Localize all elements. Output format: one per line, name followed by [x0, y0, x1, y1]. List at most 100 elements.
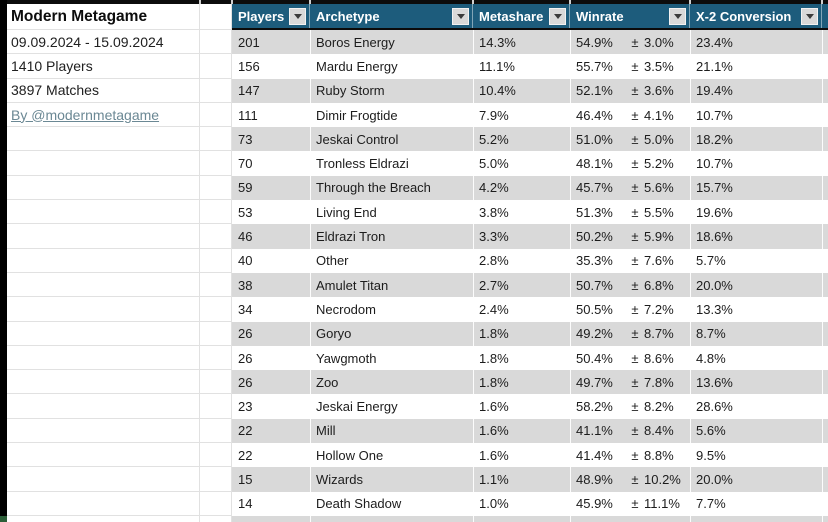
column-header-archetype[interactable]: Archetype [310, 4, 473, 28]
conversion-cell[interactable]: 10.7% [696, 107, 733, 123]
winrate-cell[interactable]: 51.0% ±5.0% [570, 127, 690, 151]
players-cell[interactable]: 156 [238, 58, 260, 74]
empty-cell[interactable] [7, 200, 200, 225]
players-total-cell[interactable]: 1410 Players [7, 54, 200, 79]
winrate-cell[interactable]: 50.7% ±6.8% [570, 273, 690, 297]
filter-dropdown-button[interactable] [801, 7, 818, 25]
metashare-cell[interactable]: 3.3% [479, 229, 509, 245]
filter-dropdown-button[interactable] [289, 7, 306, 25]
winrate-cell[interactable]: 45.9% ±11.1% [570, 492, 690, 516]
players-cell[interactable]: 34 [238, 301, 253, 317]
empty-cell[interactable] [7, 127, 200, 152]
metashare-cell[interactable]: 1.6% [479, 423, 509, 439]
column-header-winrate[interactable]: Winrate [570, 4, 690, 28]
conversion-cell[interactable]: 10.7% [696, 156, 733, 172]
empty-cell[interactable] [200, 272, 232, 298]
conversion-cell[interactable]: 15.7% [696, 180, 733, 196]
winrate-cell[interactable]: 48.1% ±5.2% [570, 151, 690, 175]
empty-cell[interactable] [200, 30, 232, 55]
archetype-cell[interactable]: Yawgmoth [316, 350, 377, 366]
empty-cell[interactable] [7, 443, 200, 468]
players-cell[interactable]: 40 [238, 253, 253, 269]
winrate-cell[interactable]: 55.7% ±3.5% [570, 54, 690, 78]
players-cell[interactable]: 147 [238, 83, 260, 99]
archetype-cell[interactable]: Dimir Frogtide [316, 107, 398, 123]
empty-cell[interactable] [200, 394, 232, 419]
metashare-cell[interactable]: 1.6% [479, 399, 509, 415]
players-cell[interactable]: 111 [238, 107, 258, 123]
winrate-cell[interactable]: 50.2% ±5.9% [570, 224, 690, 248]
empty-cell[interactable] [200, 78, 232, 103]
date-range-cell[interactable]: 09.09.2024 - 15.09.2024 [7, 30, 200, 55]
empty-cell[interactable] [200, 321, 232, 346]
archetype-cell[interactable]: Goryo [316, 326, 352, 342]
empty-cell[interactable] [200, 467, 232, 492]
empty-cell[interactable] [7, 418, 200, 444]
empty-cell[interactable] [7, 467, 200, 492]
byline-link[interactable]: By @modernmetagame [11, 106, 160, 123]
metashare-cell[interactable]: 2.8% [479, 253, 509, 269]
empty-cell[interactable] [200, 54, 232, 79]
winrate-cell[interactable]: 52.1% ±3.6% [570, 79, 690, 103]
empty-cell[interactable] [200, 443, 232, 468]
empty-cell[interactable] [7, 151, 200, 176]
archetype-cell[interactable]: Eldrazi Tron [316, 229, 386, 245]
archetype-cell[interactable]: Jeskai Energy [316, 399, 398, 415]
filter-dropdown-button[interactable] [669, 7, 686, 25]
column-header-metashare[interactable]: Metashare [473, 4, 570, 28]
empty-cell[interactable] [200, 200, 232, 225]
conversion-cell[interactable]: 18.6% [696, 229, 733, 245]
metashare-cell[interactable]: 1.1% [479, 471, 509, 487]
conversion-cell[interactable]: 20.0% [696, 277, 733, 293]
winrate-cell[interactable]: 48.9% ±10.2% [570, 467, 690, 491]
winrate-cell[interactable]: 49.7% ±7.8% [570, 370, 690, 394]
players-cell[interactable]: 70 [238, 156, 253, 172]
column-header-x2-conversion[interactable]: X-2 Conversion [690, 4, 822, 28]
players-cell[interactable]: 14 [238, 496, 253, 512]
conversion-cell[interactable]: 8.7% [696, 326, 726, 342]
archetype-cell[interactable]: Mill [316, 423, 336, 439]
metashare-cell[interactable]: 14.3% [479, 34, 516, 50]
empty-cell[interactable] [7, 248, 200, 273]
empty-cell[interactable] [200, 515, 232, 522]
winrate-cell[interactable]: 58.2% ±8.2% [570, 394, 690, 418]
winrate-cell[interactable]: 46.4% ±4.1% [570, 103, 690, 127]
empty-cell[interactable] [200, 491, 232, 516]
players-cell[interactable]: 15 [238, 471, 253, 487]
empty-cell[interactable] [7, 175, 200, 201]
players-cell[interactable]: 73 [238, 131, 253, 147]
archetype-cell[interactable]: Zoo [316, 374, 339, 390]
empty-cell[interactable] [7, 297, 200, 322]
players-cell[interactable]: 46 [238, 229, 253, 245]
archetype-cell[interactable]: Ruby Storm [316, 83, 385, 99]
conversion-cell[interactable]: 9.5% [696, 447, 726, 463]
conversion-cell[interactable]: 18.2% [696, 131, 733, 147]
players-cell[interactable]: 26 [238, 350, 253, 366]
players-cell[interactable]: 59 [238, 180, 253, 196]
filter-dropdown-button[interactable] [452, 7, 469, 25]
empty-cell[interactable] [7, 321, 200, 346]
winrate-cell[interactable]: 45.7% ±5.6% [570, 176, 690, 200]
conversion-cell[interactable]: 13.3% [696, 301, 733, 317]
metashare-cell[interactable]: 10.4% [479, 83, 516, 99]
metashare-cell[interactable]: 11.1% [479, 58, 515, 74]
archetype-cell[interactable]: Mardu Energy [316, 58, 398, 74]
players-cell[interactable]: 22 [238, 423, 253, 439]
column-header-players[interactable]: Players [232, 4, 310, 28]
empty-cell[interactable] [200, 151, 232, 176]
empty-cell[interactable] [200, 248, 232, 273]
empty-cell[interactable] [7, 370, 200, 395]
players-cell[interactable]: 23 [238, 399, 253, 415]
players-cell[interactable]: 38 [238, 277, 253, 293]
metashare-cell[interactable]: 2.7% [479, 277, 509, 293]
conversion-cell[interactable]: 19.4% [696, 83, 733, 99]
archetype-cell[interactable]: Wizards [316, 471, 363, 487]
winrate-cell[interactable]: 35.3% ±7.6% [570, 249, 690, 273]
players-cell[interactable]: 26 [238, 374, 253, 390]
metashare-cell[interactable]: 3.8% [479, 204, 509, 220]
empty-cell[interactable] [7, 515, 200, 522]
matches-total-cell[interactable]: 3897 Matches [7, 78, 200, 103]
empty-cell[interactable] [7, 224, 200, 249]
metashare-cell[interactable]: 5.0% [479, 156, 509, 172]
archetype-cell[interactable]: Jeskai Control [316, 131, 399, 147]
